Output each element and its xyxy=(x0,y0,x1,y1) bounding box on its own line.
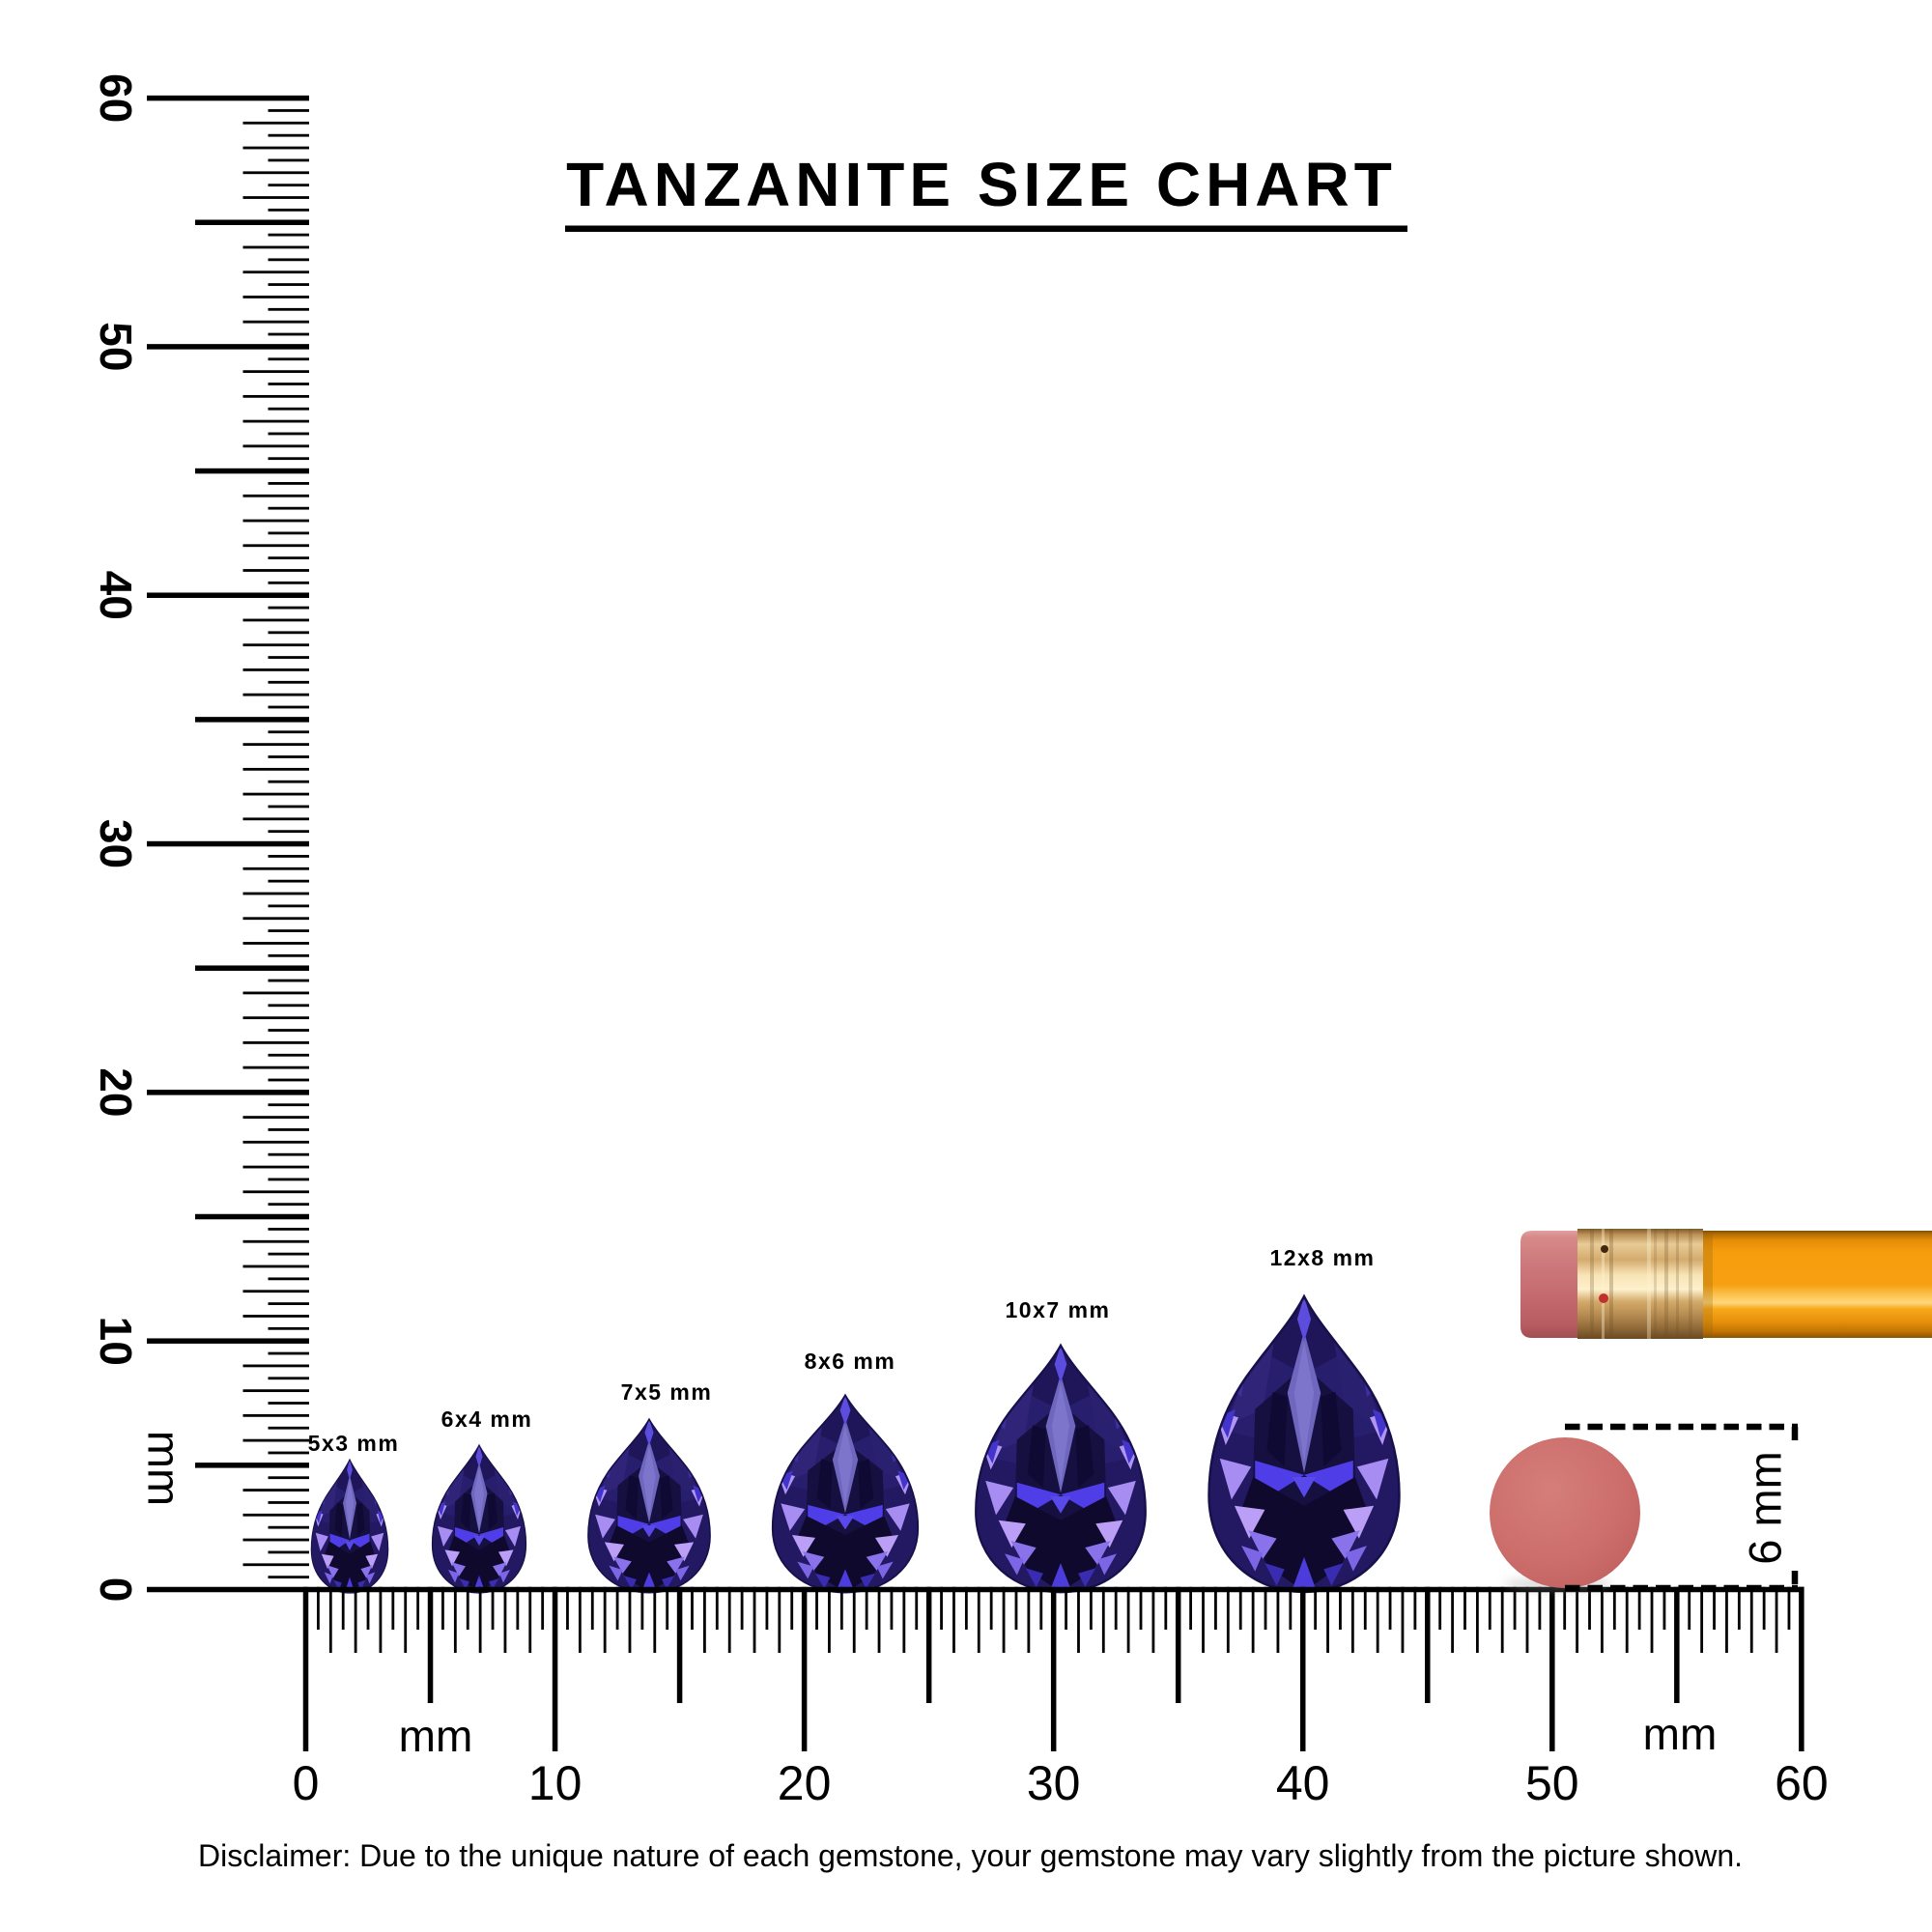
svg-text:10: 10 xyxy=(528,1756,582,1810)
svg-text:20: 20 xyxy=(778,1756,832,1810)
svg-text:0: 0 xyxy=(91,1577,141,1603)
svg-text:40: 40 xyxy=(91,571,141,620)
svg-text:mm: mm xyxy=(139,1431,190,1506)
svg-text:7x5 mm: 7x5 mm xyxy=(621,1379,713,1405)
svg-text:Disclaimer: Due to the unique: Disclaimer: Due to the unique nature of … xyxy=(198,1838,1743,1873)
svg-text:TANZANITE SIZE CHART: TANZANITE SIZE CHART xyxy=(566,150,1397,219)
svg-text:mm: mm xyxy=(1643,1709,1718,1759)
svg-text:30: 30 xyxy=(91,819,141,868)
svg-text:0: 0 xyxy=(293,1756,320,1810)
svg-text:10x7 mm: 10x7 mm xyxy=(1006,1297,1111,1322)
svg-text:5x3 mm: 5x3 mm xyxy=(308,1431,400,1456)
svg-text:50: 50 xyxy=(91,322,141,371)
svg-text:10: 10 xyxy=(91,1317,141,1366)
svg-text:12x8 mm: 12x8 mm xyxy=(1270,1245,1376,1270)
svg-text:60: 60 xyxy=(1775,1756,1829,1810)
svg-text:6 mm: 6 mm xyxy=(1740,1451,1791,1565)
svg-text:mm: mm xyxy=(399,1711,473,1761)
svg-text:60: 60 xyxy=(91,73,141,123)
svg-text:40: 40 xyxy=(1276,1756,1330,1810)
svg-text:20: 20 xyxy=(91,1067,141,1117)
svg-text:50: 50 xyxy=(1525,1756,1579,1810)
svg-text:8x6 mm: 8x6 mm xyxy=(805,1349,896,1374)
svg-text:6x4 mm: 6x4 mm xyxy=(441,1406,533,1432)
svg-text:30: 30 xyxy=(1027,1756,1081,1810)
